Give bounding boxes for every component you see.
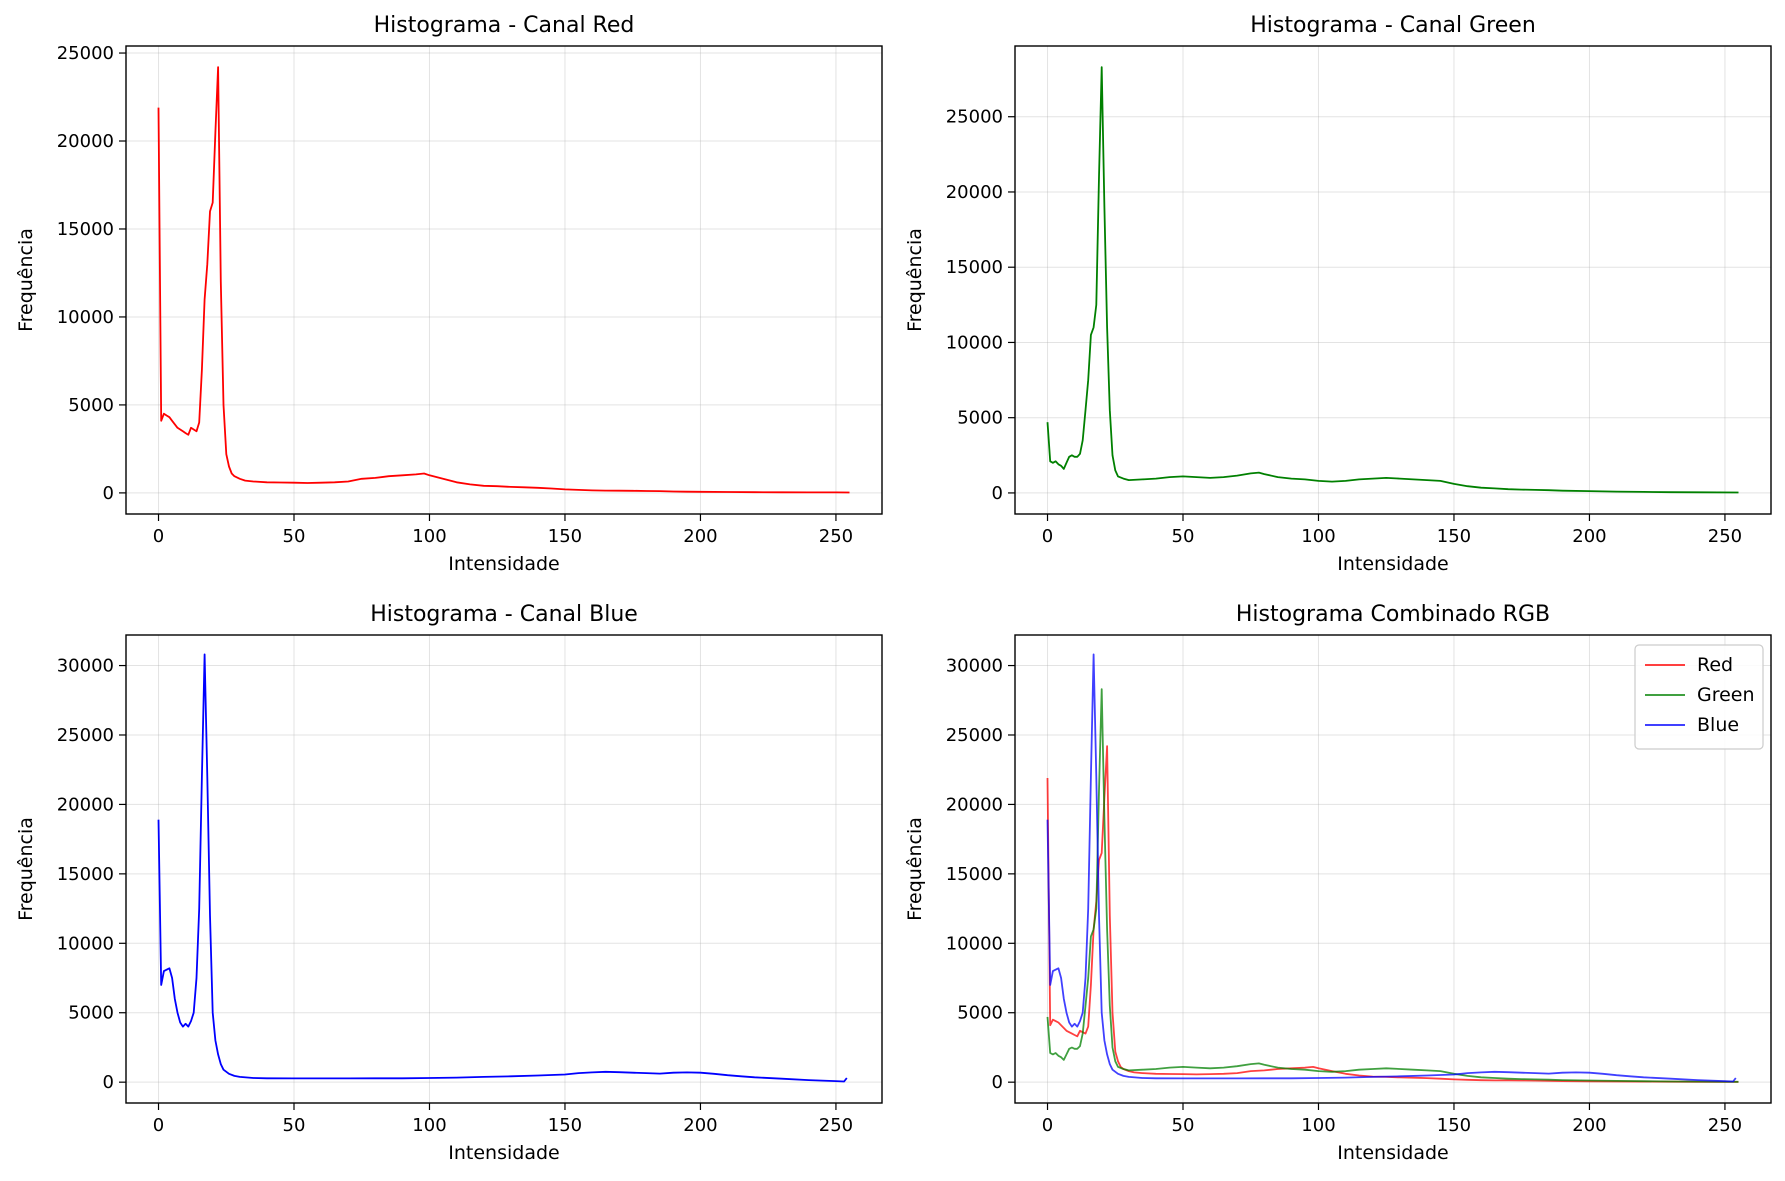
y-tick-label: 5000 bbox=[957, 1003, 1003, 1024]
y-tick-label: 20000 bbox=[57, 794, 114, 815]
y-tick-label: 0 bbox=[992, 483, 1003, 504]
series-line-red bbox=[1046, 745, 1739, 1083]
y-tick-label: 0 bbox=[103, 483, 114, 504]
legend-box bbox=[1634, 644, 1764, 750]
legend-label-green: Green bbox=[1697, 684, 1755, 706]
y-tick-label: 25000 bbox=[946, 107, 1003, 128]
y-tick-label: 25000 bbox=[57, 43, 114, 64]
y-tick-label: 15000 bbox=[946, 257, 1003, 278]
chart-title: Histograma - Canal Blue bbox=[370, 602, 638, 627]
x-tick-label: 200 bbox=[1572, 1115, 1606, 1136]
y-tick-label: 10000 bbox=[946, 933, 1003, 954]
x-axis-label: Intensidade bbox=[448, 553, 559, 575]
plot-frame bbox=[1014, 45, 1772, 515]
x-tick-label: 100 bbox=[1301, 526, 1335, 547]
x-axis-label: Intensidade bbox=[448, 1142, 559, 1164]
series-line-blue bbox=[157, 653, 848, 1083]
x-tick-label: 250 bbox=[1708, 1115, 1742, 1136]
x-tick-label: 50 bbox=[1172, 1115, 1195, 1136]
y-tick-label: 30000 bbox=[57, 656, 114, 677]
chart-title: Histograma - Canal Green bbox=[1250, 13, 1536, 38]
x-tick-label: 100 bbox=[412, 1115, 446, 1136]
x-tick-label: 0 bbox=[1042, 1115, 1053, 1136]
plot-frame bbox=[125, 634, 883, 1104]
y-tick-label: 5000 bbox=[68, 1003, 114, 1024]
legend: Red Green Blue bbox=[1634, 644, 1764, 750]
y-axis-label: Frequência bbox=[15, 817, 37, 921]
chart-title: Histograma - Canal Red bbox=[374, 13, 635, 38]
series-line-red bbox=[157, 66, 850, 494]
y-axis-label: Frequência bbox=[904, 228, 926, 332]
x-tick-label: 150 bbox=[548, 526, 582, 547]
y-tick-label: 25000 bbox=[946, 725, 1003, 746]
x-tick-label: 150 bbox=[548, 1115, 582, 1136]
y-tick-label: 15000 bbox=[57, 864, 114, 885]
x-axis-label: Intensidade bbox=[1337, 1142, 1448, 1164]
y-tick-label: 0 bbox=[992, 1072, 1003, 1093]
chart-panel-3: 0 50 100 150 200 250 0 5000 10000 15000 20000 25000… bbox=[15, 602, 883, 1164]
y-tick-label: 20000 bbox=[946, 794, 1003, 815]
x-tick-label: 0 bbox=[153, 1115, 164, 1136]
x-tick-label: 0 bbox=[153, 526, 164, 547]
x-tick-label: 250 bbox=[819, 1115, 853, 1136]
y-tick-label: 15000 bbox=[946, 864, 1003, 885]
y-axis-label: Frequência bbox=[15, 228, 37, 332]
x-tick-label: 150 bbox=[1437, 1115, 1471, 1136]
x-tick-label: 100 bbox=[412, 526, 446, 547]
x-tick-label: 200 bbox=[683, 1115, 717, 1136]
plot-frame bbox=[1014, 634, 1772, 1104]
x-tick-label: 100 bbox=[1301, 1115, 1335, 1136]
x-tick-label: 150 bbox=[1437, 526, 1471, 547]
chart-title: Histograma Combinado RGB bbox=[1236, 602, 1550, 627]
y-tick-label: 20000 bbox=[946, 182, 1003, 203]
legend-label-red: Red bbox=[1697, 654, 1733, 676]
chart-panel-2: 0 50 100 150 200 250 0 5000 10000 15000 20000 25000… bbox=[904, 13, 1772, 575]
series-line-green bbox=[1046, 66, 1739, 494]
x-tick-label: 250 bbox=[819, 526, 853, 547]
y-tick-label: 10000 bbox=[57, 933, 114, 954]
y-tick-label: 10000 bbox=[57, 307, 114, 328]
y-tick-label: 25000 bbox=[57, 725, 114, 746]
x-tick-label: 50 bbox=[283, 526, 306, 547]
x-tick-label: 200 bbox=[1572, 526, 1606, 547]
y-tick-label: 0 bbox=[103, 1072, 114, 1093]
legend-label-blue: Blue bbox=[1697, 714, 1739, 736]
x-tick-label: 200 bbox=[683, 526, 717, 547]
x-tick-label: 250 bbox=[1708, 526, 1742, 547]
x-tick-label: 50 bbox=[1172, 526, 1195, 547]
plot-frame bbox=[125, 45, 883, 515]
chart-panel-1: 0 50 100 150 200 250 0 5000 10000 15000 20000 25000… bbox=[15, 13, 883, 575]
x-tick-label: 0 bbox=[1042, 526, 1053, 547]
y-tick-label: 15000 bbox=[57, 219, 114, 240]
y-tick-label: 30000 bbox=[946, 656, 1003, 677]
y-axis-label: Frequência bbox=[904, 817, 926, 921]
x-axis-label: Intensidade bbox=[1337, 553, 1448, 575]
y-tick-label: 20000 bbox=[57, 131, 114, 152]
y-tick-label: 5000 bbox=[957, 408, 1003, 429]
x-tick-label: 50 bbox=[283, 1115, 306, 1136]
chart-panel-4: 0 50 100 150 200 250 0 5000 10000 15000 20000 25000… bbox=[904, 602, 1772, 1164]
series-line-green bbox=[1046, 688, 1739, 1083]
series-line-blue bbox=[1046, 653, 1737, 1083]
y-tick-label: 5000 bbox=[68, 395, 114, 416]
y-tick-label: 10000 bbox=[946, 332, 1003, 353]
